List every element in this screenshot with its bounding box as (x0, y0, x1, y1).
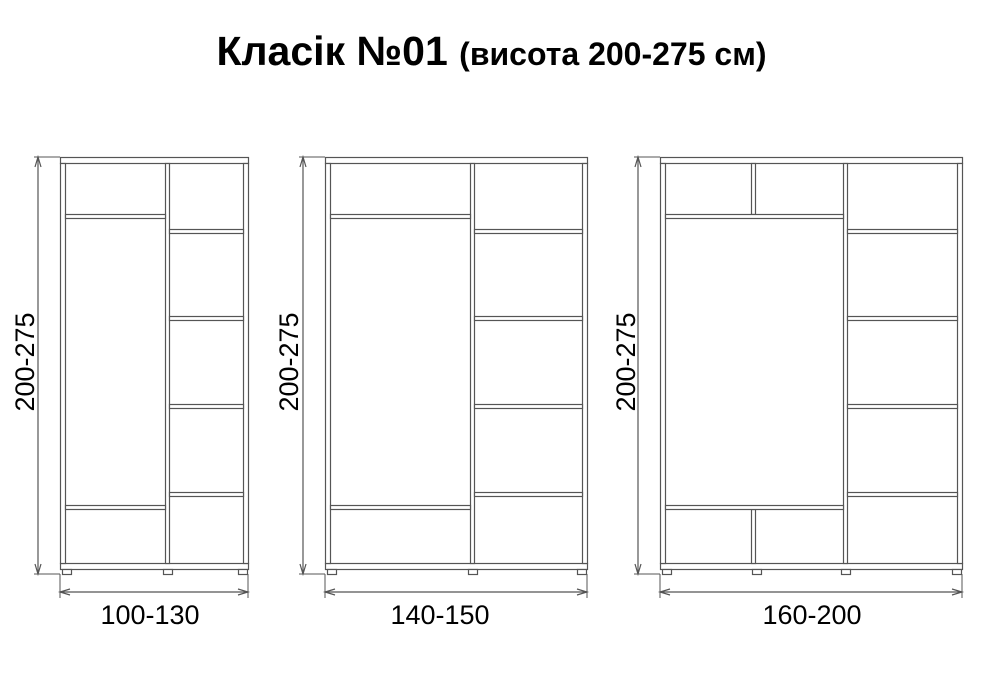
wardrobe-3-plinth (659, 562, 964, 571)
wardrobe-3-shelf (664, 504, 845, 511)
wardrobe-2-foot (467, 568, 479, 576)
wardrobe-2-center-divider (469, 162, 476, 565)
wardrobe-3-divider (750, 162, 757, 216)
wardrobe-3-shelf (664, 213, 845, 220)
wardrobe-1-shelf (168, 228, 245, 235)
wardrobe-3-shelf (846, 315, 959, 322)
wardrobe-3-foot (751, 568, 763, 576)
wardrobe-1-shelf (168, 491, 245, 498)
wardrobe-2-top-panel (324, 156, 589, 165)
wardrobe-1-foot (162, 568, 174, 576)
wardrobe-1-top-panel (59, 156, 250, 165)
wardrobe-2-shelf (473, 228, 584, 235)
wardrobe-3-top-panel (659, 156, 964, 165)
wardrobe-2-shelf (473, 491, 584, 498)
wardrobe-1-shelf (168, 315, 245, 322)
wardrobe-2-width-label: 140-150 (390, 600, 489, 630)
wardrobe-1-shelf (64, 213, 167, 220)
wardrobe-1-foot (61, 568, 73, 576)
wardrobe-1-foot (237, 568, 249, 576)
wardrobe-2-shelf (473, 315, 584, 322)
wardrobe-3-center-divider (842, 162, 849, 565)
title-main: Класік №01 (216, 28, 448, 74)
wardrobe-2-right-side (581, 162, 589, 565)
wardrobe-1-center-divider (164, 162, 171, 565)
wardrobe-2-plinth (324, 562, 589, 571)
title-subtitle: (висота 200-275 см) (459, 36, 767, 72)
wardrobe-2-foot (326, 568, 338, 576)
wardrobe-1-plinth (59, 562, 250, 571)
wardrobe-2-foot (576, 568, 588, 576)
wardrobe-1-height-label: 200-275 (10, 312, 40, 411)
wardrobe-3-foot (951, 568, 963, 576)
wardrobe-2-shelf (329, 213, 472, 220)
wardrobe-2-left-side (324, 162, 332, 565)
wardrobe-3-shelf (846, 491, 959, 498)
wardrobe-3-right-side (956, 162, 964, 565)
wardrobe-3-foot (840, 568, 852, 576)
wardrobe-3-height-label: 200-275 (611, 312, 641, 411)
wardrobe-1-left-side (59, 162, 67, 565)
wardrobe-3-shelf (846, 403, 959, 410)
wardrobe-2-height-label: 200-275 (274, 312, 304, 411)
wardrobe-1-shelf (64, 504, 167, 511)
wardrobe-1-width-label: 100-130 (100, 600, 199, 630)
wardrobe-2-shelf (473, 403, 584, 410)
wardrobe-1-shelf (168, 403, 245, 410)
wardrobe-3-left-side (659, 162, 667, 565)
wardrobe-3-divider (750, 508, 757, 565)
wardrobe-3-shelf (846, 228, 959, 235)
wardrobe-2-shelf (329, 504, 472, 511)
wardrobe-3-foot (661, 568, 673, 576)
wardrobe-3-width-label: 160-200 (762, 600, 861, 630)
page-title: Класік №01 (висота 200-275 см) (0, 28, 983, 75)
wardrobe-1-right-side (242, 162, 250, 565)
